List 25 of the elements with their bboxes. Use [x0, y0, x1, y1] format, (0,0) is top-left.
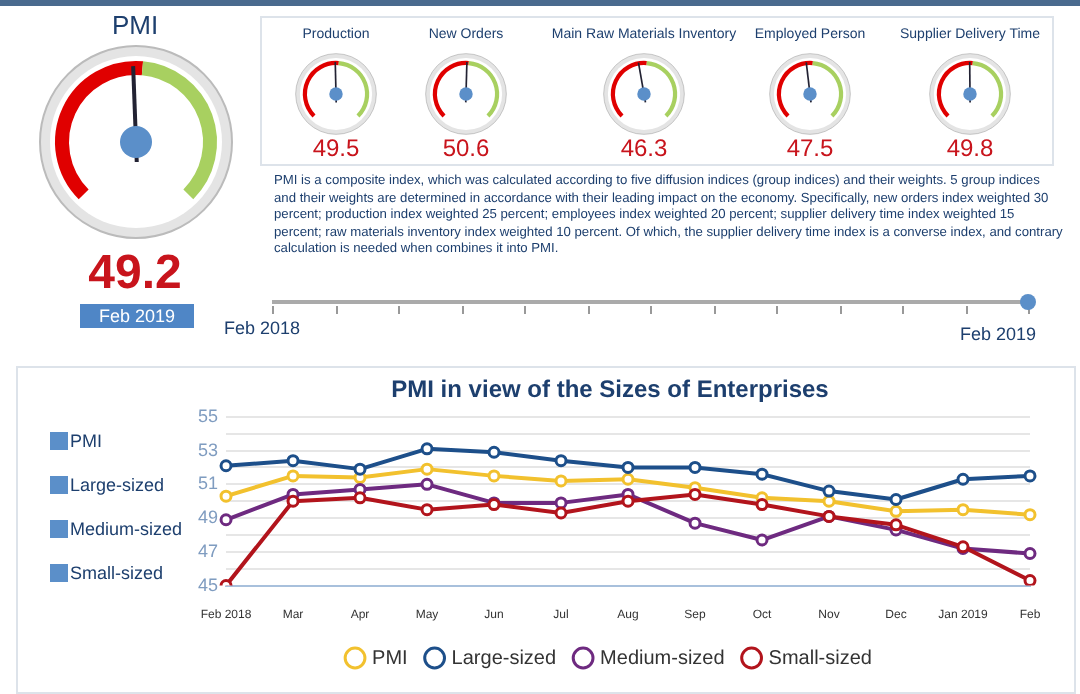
text: PMI — [109, 10, 161, 40]
text: Large-sized — [70, 475, 165, 496]
legend-label: Small-sized — [768, 647, 872, 670]
legend-label: PMI — [372, 647, 408, 670]
chart-title: PMI in view of the Sizes of Enterprises — [391, 375, 830, 404]
y-tick-label: 45 — [197, 574, 219, 595]
text: PMI — [70, 431, 103, 452]
text: Feb 2018 — [224, 318, 301, 338]
data-label: 46.3 — [618, 134, 670, 162]
data-label: 49.5 — [310, 134, 362, 162]
data-label: 50.6 — [440, 134, 492, 162]
data-label: 47.5 — [784, 134, 836, 162]
y-tick-label: 49 — [197, 507, 219, 528]
text: Small-sized — [70, 563, 164, 584]
data-label: 49.8 — [944, 134, 996, 162]
data-label: 49.2 — [86, 246, 184, 302]
legend-label: Large-sized — [451, 647, 557, 670]
text: Feb 2019 — [960, 324, 1037, 344]
legend-label: Medium-sized — [600, 647, 725, 670]
category-label: Feb 2019 — [80, 304, 194, 328]
y-tick-label: 51 — [197, 473, 219, 494]
text: Medium-sized — [70, 519, 183, 540]
y-tick-label: 53 — [197, 439, 219, 460]
y-tick-label: 47 — [197, 540, 219, 561]
y-tick-label: 55 — [197, 405, 219, 426]
